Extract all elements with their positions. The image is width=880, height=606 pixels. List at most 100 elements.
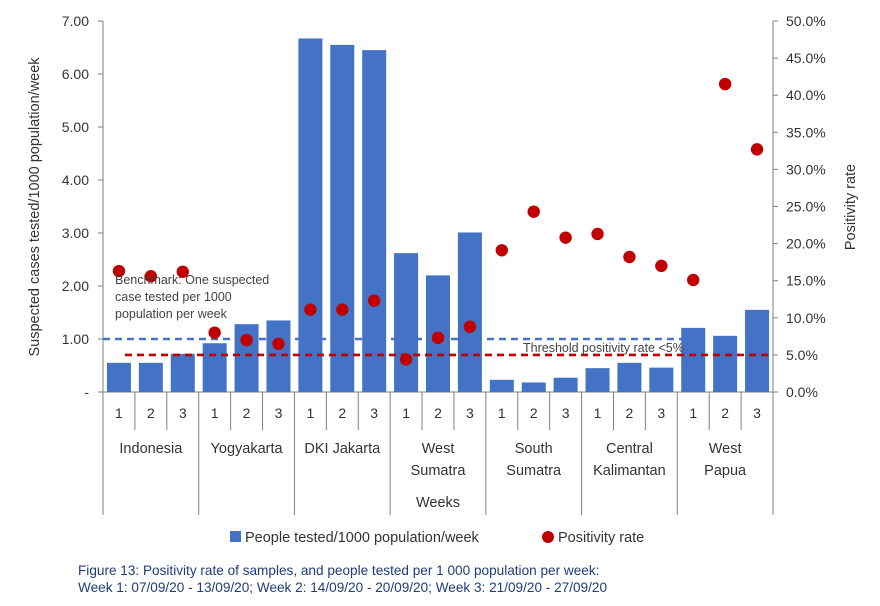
week-label: 3 [657,405,665,421]
bar-tested [266,320,291,392]
positivity-dot [527,205,540,218]
figure-caption: Figure 13: Positivity rate of samples, a… [78,562,868,596]
week-label: 1 [402,405,410,421]
bar-tested [521,382,546,392]
bar-tested [553,377,578,392]
y-left-tick-label: 1.00 [62,331,89,347]
legend-swatch-tested [230,531,241,542]
bar-tested [457,232,482,392]
positivity-dot [208,326,221,339]
bar-tested [298,38,323,393]
bar-tested [585,368,610,392]
caption-line-1: Figure 13: Positivity rate of samples, a… [78,563,600,578]
week-label: 2 [147,405,155,421]
week-label: 2 [530,405,538,421]
positivity-dot [144,270,158,283]
bar-tested [138,362,163,392]
positivity-chart: - 1.00 2.00 3.00 4.00 5.00 6.00 7.00 0.0% 5.0% 10.… [27,13,859,546]
positivity-dot [559,231,572,244]
positivity-dot [399,353,413,366]
region-label: DKI Jakarta [304,441,381,457]
bar-tested [202,343,227,392]
bar-tested [489,379,514,392]
positivity-dot [591,227,604,241]
positivity-dot [176,265,189,278]
week-label: 3 [753,405,761,421]
legend-swatch-positivity [542,531,554,543]
y-right-tick-label: 20.0% [786,236,826,252]
bar-tested [106,362,131,392]
week-label: 1 [306,405,314,421]
positivity-dot [431,331,445,345]
x-axis-title: Weeks [416,495,460,511]
benchmark-label: case tested per 1000 [115,290,232,304]
positivity-dot [718,77,732,91]
week-label: 3 [275,405,283,421]
bar-tested [649,367,674,392]
y-left-tick-label: 3.00 [62,225,89,241]
week-label: 2 [243,405,251,421]
legend-label-positivity: Positivity rate [558,530,644,546]
week-label: 1 [498,405,506,421]
week-label: 1 [689,405,697,421]
y-left-tick-label: 2.00 [62,278,89,294]
week-label: 3 [179,405,187,421]
positivity-dot [112,264,126,278]
week-label: 2 [626,405,634,421]
bar-tested [713,335,738,392]
positivity-dot [750,143,764,156]
region-label: Sumatra [506,463,562,479]
positivity-dot [495,244,509,257]
benchmark-label: Benchmark: One suspected [115,273,269,287]
positivity-dot [272,337,285,350]
y-left-tick-label: 4.00 [62,172,89,188]
y-right-tick-label: 0.0% [786,384,818,400]
region-label: Yogyakarta [211,441,284,457]
region-label: Kalimantan [593,463,666,479]
y-axis-left-title: Suspected cases tested/1000 population/w… [27,57,43,357]
week-label: 3 [466,405,474,421]
week-label: 2 [434,405,442,421]
week-label: 1 [115,405,123,421]
y-axis-right-title: Positivity rate [843,164,859,250]
region-label: South [515,441,553,457]
week-label: 1 [211,405,219,421]
y-right-tick-label: 35.0% [786,124,826,140]
week-label: 1 [594,405,602,421]
bar-tested [170,353,195,392]
bar-tested [330,44,355,392]
region-label: Central [606,441,653,457]
week-label: 3 [370,405,378,421]
legend-label-tested: People tested/1000 population/week [245,530,480,546]
week-label: 2 [338,405,346,421]
caption-line-2: Week 1: 07/09/20 - 13/09/20; Week 2: 14/… [78,580,608,595]
positivity-dot [367,294,381,307]
y-right-tick-label: 45.0% [786,50,826,66]
y-right-tick-label: 30.0% [786,161,826,177]
positivity-dot [623,250,636,264]
positivity-dot [304,303,317,316]
region-label: Papua [704,463,747,479]
y-right-tick-label: 25.0% [786,199,826,215]
y-right-tick-label: 10.0% [786,310,826,326]
bar-tested [745,309,770,392]
bar-tested [617,362,642,392]
benchmark-label: population per week [115,307,228,321]
positivity-dot [687,273,700,287]
positivity-dot [336,303,349,316]
y-right-tick-label: 15.0% [786,273,826,289]
bar-tested [362,50,387,393]
threshold-label: Threshold positivity rate <5% [523,341,684,355]
y-left-tick-label: 7.00 [62,13,89,29]
region-label: Indonesia [119,441,183,457]
positivity-dot [655,259,668,273]
y-right-tick-label: 50.0% [786,13,826,29]
y-left-tick-label: 5.00 [62,119,89,135]
week-label: 2 [721,405,729,421]
bar-tested [394,253,419,392]
positivity-dot [463,320,477,333]
y-left-tick-label: 6.00 [62,66,89,82]
y-left-tick-label: - [84,384,89,400]
week-label: 3 [562,405,570,421]
region-label: Sumatra [411,463,467,479]
